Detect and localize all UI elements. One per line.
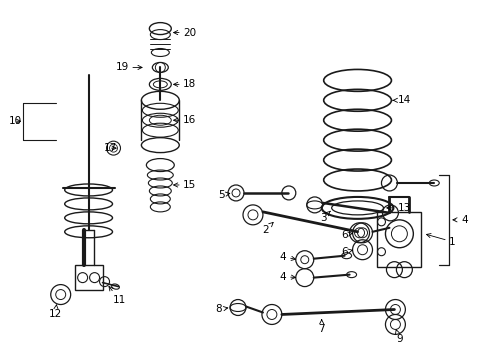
Bar [75, 265, 102, 289]
Text: 20: 20 [173, 28, 196, 37]
Text: 3: 3 [319, 211, 329, 223]
Text: 5: 5 [218, 190, 229, 200]
Text: 8: 8 [215, 305, 227, 315]
Text: 14: 14 [392, 95, 410, 105]
Text: 2: 2 [262, 222, 273, 235]
Text: 19: 19 [115, 62, 142, 72]
Text: 17: 17 [103, 143, 117, 153]
Text: 15: 15 [173, 180, 196, 190]
Text: 6: 6 [341, 230, 352, 240]
Text: 4: 4 [279, 252, 295, 262]
Text: 4: 4 [452, 215, 467, 225]
Text: 16: 16 [173, 115, 196, 125]
Text: 7: 7 [318, 320, 325, 334]
Text: 6: 6 [341, 247, 352, 257]
Text: 12: 12 [49, 305, 62, 319]
Text: 10: 10 [9, 116, 22, 126]
Text: 18: 18 [173, 79, 196, 89]
Text: 13: 13 [386, 203, 410, 213]
Text: 11: 11 [109, 287, 125, 305]
Bar [377, 212, 421, 267]
Text: 9: 9 [395, 330, 402, 345]
Text: 4: 4 [279, 272, 295, 282]
Text: 1: 1 [426, 234, 455, 247]
